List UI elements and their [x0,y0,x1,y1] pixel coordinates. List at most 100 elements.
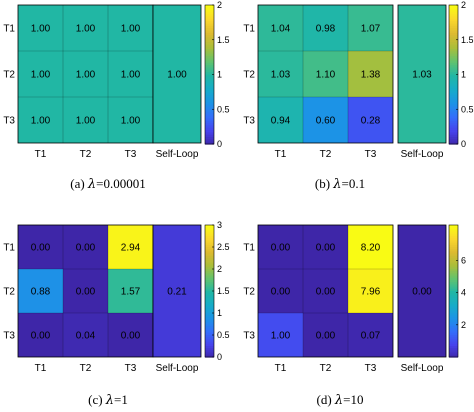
heatmap-cell [63,5,108,51]
colorbar-tick-label: 1.5 [217,286,230,296]
colorbar-tick-label: 1 [217,308,222,318]
colorbar-segment [205,233,214,237]
colorbar-segment [449,260,458,263]
colorbar-segment [449,88,458,92]
colorbar-segment [205,326,214,329]
colorbar-segment [205,282,214,285]
colorbar-segment [205,317,214,321]
colorbar-segment [205,134,214,138]
colorbar-segment [449,273,458,277]
cell-value-label: 1.04 [271,24,291,35]
heatmap-cell [108,5,153,51]
colorbar-segment [205,69,214,73]
colorbar-segment [205,348,214,351]
colorbar-segment [205,266,214,270]
colorbar-segment [449,247,458,250]
caption-prefix: (d) [316,392,334,407]
colorbar-segment [449,123,458,127]
cell-value-label: 1.00 [76,24,96,35]
heatmap-cell [348,225,393,269]
colorbar-segment [449,332,458,336]
colorbar-segment [205,88,214,92]
cell-value-label: 1.00 [121,24,141,35]
colorbar-segment [449,319,458,323]
cell-value-label: 0.07 [361,331,381,342]
colorbar-segment [449,53,458,57]
colorbar-segment [205,343,214,347]
colorbar-segment [449,9,458,13]
x-tick-label: T3 [365,149,377,160]
colorbar-segment [205,93,214,96]
self-loop-axis-label: Self-Loop [401,363,444,374]
colorbar-segment [205,275,214,279]
colorbar-segment [205,37,214,41]
caption-prefix: (a) [70,176,88,191]
heatmap-cell [63,51,108,97]
colorbar-segment [449,288,458,292]
caption-lambda: λ [87,177,96,192]
colorbar-segment [205,35,214,39]
colorbar-segment [205,62,214,66]
colorbar-tick-label: 3 [217,220,222,230]
colorbar-segment [205,14,214,18]
colorbar-tick-label: 0.5 [461,104,474,114]
colorbar-segment [449,304,458,307]
colorbar-segment [205,284,214,288]
heatmap-cell [63,97,108,143]
heatmap-cell [108,269,153,313]
heatmap-cell [348,269,393,313]
colorbar-segment [449,18,458,22]
caption-value: =0.00001 [96,176,146,191]
self-loop-cell [397,224,447,358]
cell-value-label: 1.03 [271,70,291,81]
colorbar-segment [205,90,214,94]
heatmap-cell [303,5,348,51]
cell-value-label: 0.04 [76,331,96,342]
colorbar-tick-label: 1 [217,70,222,80]
matrix-frame [257,4,394,144]
colorbar-segment [205,264,214,268]
colorbar-segment [205,262,214,266]
colorbar-segment [449,350,458,354]
colorbar-segment [449,249,458,252]
colorbar-segment [205,332,214,336]
colorbar-segment [449,141,458,145]
y-tick-label: T3 [243,116,255,127]
colorbar-segment [205,295,214,299]
heatmap-cell [258,97,303,143]
y-tick-label: T3 [243,331,255,342]
colorbar-segment [449,227,458,230]
colorbar-segment [205,58,214,62]
caption-prefix: (b) [315,176,333,191]
colorbar-segment [205,95,214,99]
colorbar-segment [449,330,458,334]
colorbar-tick-label: 1.5 [217,35,230,45]
colorbar-segment [449,335,458,338]
colorbar-segment [449,240,458,244]
colorbar-segment [205,337,214,340]
self-loop-axis-label: Self-Loop [401,149,444,160]
colorbar-segment [449,354,458,358]
colorbar-segment [449,116,458,120]
colorbar-segment [449,83,458,87]
colorbar-segment [205,116,214,120]
colorbar-segment [449,42,458,45]
colorbar-tick-label: 0 [217,139,222,149]
colorbar-segment [449,16,458,20]
y-tick-label: T3 [3,116,15,127]
colorbar-segment [449,297,458,301]
colorbar-segment [449,106,458,110]
colorbar-segment [205,51,214,55]
y-tick-label: T2 [243,287,255,298]
colorbar-segment [449,275,458,279]
heatmap-cell [63,225,108,269]
colorbar-segment [449,69,458,73]
heatmap-cell [348,313,393,357]
heatmap-cell [303,97,348,143]
cell-value-label: 1.07 [361,24,381,35]
colorbar-segment [205,304,214,307]
y-tick-label: T3 [3,331,15,342]
cell-value-label: 0.00 [31,243,51,254]
colorbar-segment [449,11,458,15]
heatmap-cell [258,313,303,357]
